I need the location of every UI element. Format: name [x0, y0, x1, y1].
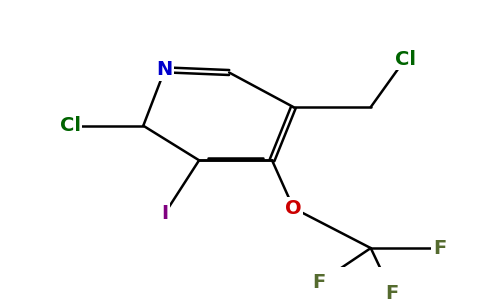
Text: O: O	[285, 199, 302, 218]
Text: N: N	[157, 60, 173, 80]
Text: F: F	[386, 284, 399, 300]
Text: Cl: Cl	[60, 116, 81, 135]
Text: Cl: Cl	[394, 50, 416, 69]
Text: I: I	[161, 204, 168, 223]
Text: F: F	[313, 273, 326, 292]
Text: F: F	[433, 238, 446, 258]
